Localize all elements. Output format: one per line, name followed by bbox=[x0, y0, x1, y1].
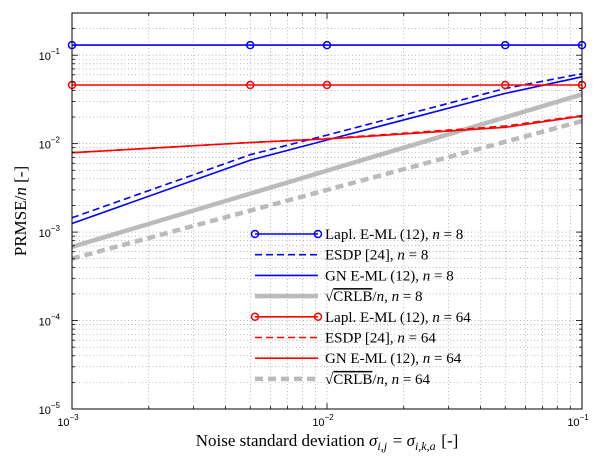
y-tick-label: 10−2 bbox=[39, 136, 61, 152]
y-tick-label: 10−5 bbox=[39, 401, 61, 417]
legend-label: √CRLB/n, n = 64 bbox=[325, 372, 431, 388]
y-axis-label: PRMSE/n [-] bbox=[11, 166, 30, 256]
x-tick-label: 10−2 bbox=[312, 413, 334, 429]
y-tick-label: 10−3 bbox=[39, 224, 61, 240]
series-line bbox=[71, 76, 583, 225]
x-tick-label: 10−1 bbox=[567, 413, 589, 429]
legend: Lapl. E-ML (12), n = 8 ESDP [24], n = 8 GN… bbox=[250, 227, 471, 388]
series-group bbox=[67, 40, 587, 261]
series-line bbox=[71, 115, 583, 154]
legend-marker bbox=[250, 312, 260, 322]
legend-label: GN E-ML (12), n = 8 bbox=[325, 268, 454, 284]
legend-label: GN E-ML (12), n = 64 bbox=[325, 351, 462, 367]
series-marker bbox=[500, 40, 510, 50]
series-marker bbox=[322, 80, 332, 90]
legend-marker bbox=[250, 229, 260, 239]
series-marker bbox=[500, 80, 510, 90]
series-line bbox=[71, 118, 583, 261]
legend-label: ESDP [24], n = 8 bbox=[325, 248, 428, 264]
legend-marker bbox=[313, 229, 323, 239]
legend-label: Lapl. E-ML (12), n = 64 bbox=[325, 310, 471, 326]
legend-marker bbox=[313, 312, 323, 322]
y-tick-label: 10−1 bbox=[39, 47, 61, 63]
x-axis-label: Noise standard deviation σi,j = σi,k,a [… bbox=[196, 431, 459, 453]
legend-label: Lapl. E-ML (12), n = 8 bbox=[325, 227, 463, 243]
series-marker bbox=[322, 40, 332, 50]
legend-label: √CRLB/n, n = 8 bbox=[325, 289, 423, 305]
y-tick-label: 10−4 bbox=[39, 313, 61, 329]
grid bbox=[72, 13, 582, 409]
series-marker bbox=[245, 80, 255, 90]
series-marker bbox=[245, 40, 255, 50]
legend-label: ESDP [24], n = 64 bbox=[325, 331, 436, 347]
series-line bbox=[71, 72, 583, 219]
series-line bbox=[71, 92, 583, 250]
series-line bbox=[71, 114, 583, 154]
x-tick-label: 10−3 bbox=[57, 413, 79, 429]
